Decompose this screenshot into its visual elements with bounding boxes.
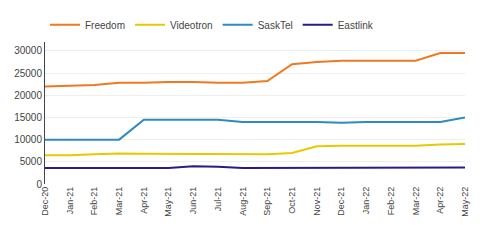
svg-text:10000: 10000 — [14, 134, 42, 145]
svg-text:20000: 20000 — [14, 90, 42, 101]
svg-text:Freedom: Freedom — [85, 20, 125, 31]
svg-text:Dec-20: Dec-20 — [40, 187, 50, 216]
svg-text:15000: 15000 — [14, 112, 42, 123]
svg-text:May-21: May-21 — [163, 187, 173, 217]
svg-text:Apr-21: Apr-21 — [139, 187, 149, 214]
svg-text:Jan-22: Jan-22 — [361, 187, 371, 215]
svg-text:Sep-21: Sep-21 — [262, 187, 272, 216]
svg-text:May-22: May-22 — [460, 187, 470, 217]
svg-text:5000: 5000 — [20, 156, 43, 167]
svg-text:Oct-21: Oct-21 — [287, 187, 297, 214]
svg-text:SaskTel: SaskTel — [258, 20, 293, 31]
svg-text:Feb-21: Feb-21 — [89, 187, 99, 216]
svg-text:Jul-21: Jul-21 — [213, 187, 223, 212]
svg-text:Nov-21: Nov-21 — [312, 187, 322, 216]
svg-text:Jun-21: Jun-21 — [188, 187, 198, 215]
svg-text:30000: 30000 — [14, 45, 42, 56]
svg-text:25000: 25000 — [14, 68, 42, 79]
svg-text:Eastlink: Eastlink — [338, 20, 374, 31]
svg-text:Jan-21: Jan-21 — [65, 187, 75, 215]
svg-text:Apr-22: Apr-22 — [435, 187, 445, 214]
svg-text:Feb-22: Feb-22 — [386, 187, 396, 216]
svg-text:Mar-22: Mar-22 — [411, 187, 421, 216]
svg-text:Videotron: Videotron — [170, 20, 213, 31]
svg-text:Mar-21: Mar-21 — [114, 187, 124, 216]
svg-text:Dec-21: Dec-21 — [336, 187, 346, 216]
svg-text:Aug-21: Aug-21 — [238, 187, 248, 216]
svg-text:0: 0 — [36, 179, 42, 190]
